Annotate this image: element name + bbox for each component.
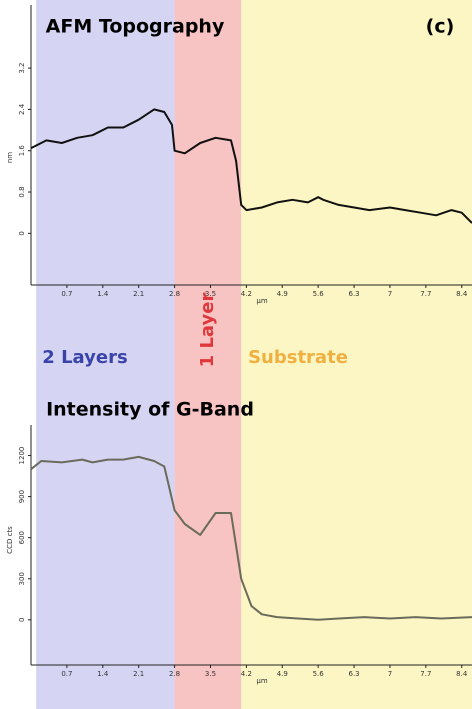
y-tick-label: 600	[18, 531, 26, 544]
region-label: Substrate	[248, 347, 348, 368]
x-tick-label: 4.9	[277, 290, 288, 298]
x-tick-label: 7.7	[420, 670, 431, 678]
y-tick-label: 0	[18, 231, 26, 235]
x-tick-label: 3.5	[205, 290, 216, 298]
y-tick-label: 0.8	[18, 186, 26, 197]
x-tick-label: 1.4	[97, 290, 109, 298]
region	[36, 0, 175, 709]
y-tick-label: 3.2	[18, 63, 26, 74]
x-tick-label: 4.2	[241, 670, 252, 678]
x-tick-label: 3.5	[205, 670, 216, 678]
y-tick-label: 1200	[18, 447, 26, 465]
region-label: 1 Layer	[197, 293, 218, 368]
x-tick-label: 2.1	[133, 290, 144, 298]
x-tick-label: 7	[388, 670, 392, 678]
y-tick-label: 0	[18, 618, 26, 622]
panel-label: (c)	[426, 16, 455, 38]
data-line	[30, 108, 472, 224]
regions	[36, 0, 472, 709]
y-tick-label: 300	[18, 572, 26, 585]
region	[174, 0, 242, 709]
y-axis-label: nm	[6, 152, 14, 163]
x-tick-label: 5.6	[313, 290, 325, 298]
x-tick-label: 4.2	[241, 290, 252, 298]
x-tick-label: 2.8	[169, 670, 180, 678]
x-tick-label: 4.9	[277, 670, 288, 678]
y-tick-label: 1.6	[18, 145, 26, 157]
x-tick-label: 7	[388, 290, 392, 298]
region	[241, 0, 472, 709]
x-tick-label: 8.4	[456, 670, 468, 678]
x-tick-label: 0.7	[61, 290, 72, 298]
x-tick-label: 5.6	[313, 670, 325, 678]
x-tick-label: 6.3	[348, 290, 359, 298]
x-tick-label: 7.7	[420, 290, 431, 298]
chart-title: AFM Topography	[46, 16, 225, 38]
x-tick-label: 2.1	[133, 670, 144, 678]
chart-title: Intensity of G-Band	[46, 399, 254, 421]
y-tick-label: 2.4	[18, 103, 26, 115]
x-tick-label: 6.3	[348, 670, 359, 678]
data-line	[30, 455, 472, 621]
x-tick-label: 2.8	[169, 290, 180, 298]
x-axis-label: µm	[256, 297, 267, 305]
x-axis-label: µm	[256, 677, 267, 685]
x-tick-label: 8.4	[456, 290, 468, 298]
region-label: 2 Layers	[42, 347, 127, 368]
x-tick-label: 1.4	[97, 670, 109, 678]
y-axis-label: CCD cts	[6, 526, 14, 554]
charts: 2 Layers 1 Layer Substrate AFM Topography 0 0…	[6, 5, 472, 685]
y-tick-label: 900	[18, 490, 26, 503]
x-tick-label: 0.7	[61, 670, 72, 678]
